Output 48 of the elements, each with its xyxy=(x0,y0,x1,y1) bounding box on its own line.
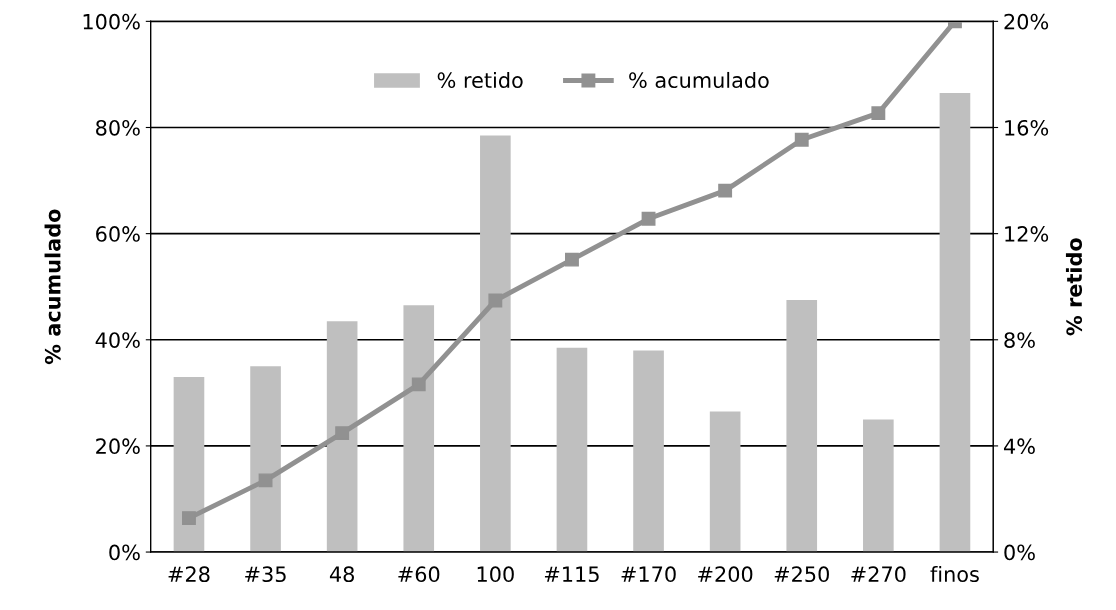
y2-tick-label: 0% xyxy=(1004,544,1035,561)
y-tick-label: 60% xyxy=(96,226,140,242)
x-tick-label: #250 xyxy=(774,566,829,583)
y-tick-label: 100% xyxy=(83,13,140,30)
y2-tick-label: 20% xyxy=(1004,13,1049,30)
bar xyxy=(403,305,435,553)
x-tick-label: 48 xyxy=(329,566,354,583)
y2-tick-label: 4% xyxy=(1003,438,1035,455)
point xyxy=(718,183,733,198)
x-tick-label: #115 xyxy=(544,566,599,583)
x-tick-label: #35 xyxy=(245,566,286,583)
bar xyxy=(250,366,281,553)
point xyxy=(641,211,656,226)
y2-tick-label: 12% xyxy=(1005,226,1049,242)
bar xyxy=(633,350,664,553)
x-tick-label: #270 xyxy=(851,566,906,583)
y-tick-label: 80% xyxy=(96,119,140,136)
bar xyxy=(939,92,971,553)
x-tick-label: finos xyxy=(930,565,979,583)
point xyxy=(794,132,809,147)
bar xyxy=(786,299,818,553)
y2-tick-label: 8% xyxy=(1004,332,1035,348)
bar xyxy=(556,347,588,553)
x-tick-label: 100 xyxy=(477,566,514,583)
point xyxy=(488,293,503,308)
y-tick-label: 0% xyxy=(109,544,140,561)
y-tick-label: 20% xyxy=(96,438,140,455)
point xyxy=(258,473,273,488)
bar xyxy=(326,321,358,553)
point xyxy=(335,426,350,441)
point xyxy=(565,252,579,267)
point xyxy=(182,511,196,526)
legend-label: % acumulado xyxy=(629,71,769,89)
x-tick-label: #200 xyxy=(698,566,753,583)
bar xyxy=(173,376,205,553)
y2-tick-label: 16% xyxy=(1005,119,1049,136)
x-tick-label: #60 xyxy=(398,566,440,583)
y-tick-label: 40% xyxy=(95,332,140,348)
point xyxy=(871,106,886,121)
y-axis-title: % acumulado xyxy=(44,209,61,365)
legend-label: % retido xyxy=(437,71,523,89)
bar xyxy=(480,135,511,553)
x-tick-label: #28 xyxy=(168,566,210,583)
point xyxy=(411,377,426,392)
y2-axis-title: % retido xyxy=(1065,238,1083,336)
x-tick-label: #170 xyxy=(621,566,676,583)
bar xyxy=(709,411,741,553)
bar xyxy=(863,419,894,553)
